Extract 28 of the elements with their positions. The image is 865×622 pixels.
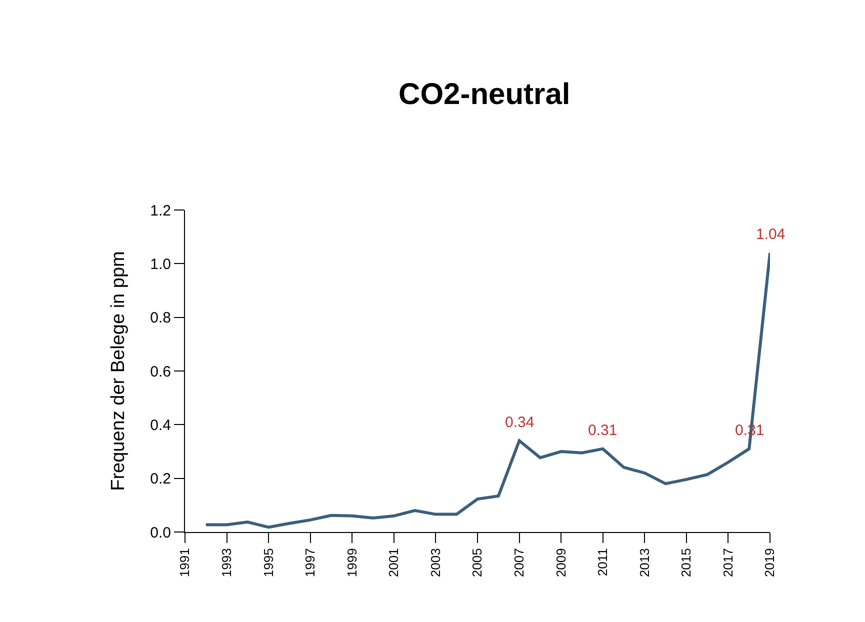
x-tick-label: 1997 xyxy=(302,548,318,578)
x-tick-label: 2007 xyxy=(512,548,527,578)
y-tick-label: 0.2 xyxy=(150,470,171,488)
y-tick-label: 0.0 xyxy=(150,524,171,542)
x-tick-label: 2005 xyxy=(470,548,485,578)
annotation: 0.34 xyxy=(505,414,534,431)
y-axis-title: Frequenz der Belege in ppm xyxy=(108,251,129,491)
x-tick-label: 2019 xyxy=(762,548,778,578)
x-tick-label: 1991 xyxy=(177,548,192,578)
line-series xyxy=(204,251,770,529)
x-tick-label: 2001 xyxy=(386,548,402,578)
annotation: 0.31 xyxy=(588,422,618,439)
y-tick-label: 1.0 xyxy=(150,256,171,273)
x-tick-label: 1995 xyxy=(260,548,276,578)
y-tick-label: 1.2 xyxy=(150,202,171,220)
y-tick-label: 0.4 xyxy=(150,416,171,434)
x-tick-label: 2013 xyxy=(636,548,652,578)
x-tick-label: 2017 xyxy=(720,548,736,578)
annotation: 1.04 xyxy=(756,226,786,243)
x-tick-label: 2015 xyxy=(678,548,694,578)
x-tick-label: 2003 xyxy=(428,548,443,578)
x-tick-label: 1999 xyxy=(344,548,360,578)
chart-title: CO2-neutral xyxy=(398,78,570,111)
y-tick-label: 0.6 xyxy=(150,363,171,380)
x-tick-label: 2011 xyxy=(595,548,610,576)
x-tick-label: 2009 xyxy=(553,548,568,578)
x-tick-label: 1993 xyxy=(219,548,234,578)
y-tick-label: 0.8 xyxy=(150,310,171,327)
